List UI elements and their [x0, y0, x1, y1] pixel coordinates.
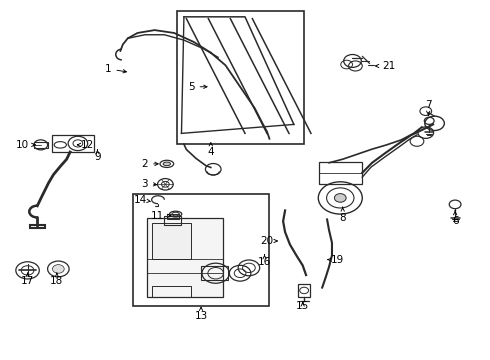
- Bar: [52, 135, 94, 152]
- Text: 16: 16: [258, 255, 271, 267]
- Bar: [147, 218, 223, 297]
- Text: 1: 1: [105, 64, 126, 74]
- Text: 14: 14: [133, 195, 150, 205]
- Bar: [319, 162, 362, 184]
- Bar: [133, 194, 270, 306]
- Text: 15: 15: [296, 301, 309, 311]
- Text: 10: 10: [16, 140, 35, 150]
- Bar: [201, 266, 228, 280]
- Bar: [34, 142, 48, 148]
- Text: 3: 3: [142, 179, 157, 189]
- Text: 13: 13: [195, 307, 208, 321]
- Text: 18: 18: [50, 273, 64, 286]
- Text: 11: 11: [150, 211, 171, 221]
- Ellipse shape: [163, 162, 171, 166]
- Bar: [152, 286, 191, 297]
- Text: 9: 9: [94, 150, 101, 162]
- Bar: [167, 214, 179, 220]
- Text: 12: 12: [77, 140, 94, 150]
- Text: 6: 6: [452, 211, 459, 226]
- Bar: [30, 225, 45, 228]
- Text: 20: 20: [260, 236, 277, 246]
- Bar: [164, 216, 181, 225]
- Bar: [298, 284, 311, 297]
- Text: 19: 19: [328, 255, 344, 265]
- Text: 17: 17: [21, 273, 34, 286]
- Bar: [176, 12, 304, 144]
- Circle shape: [52, 265, 64, 273]
- Text: 8: 8: [340, 207, 346, 222]
- Bar: [152, 223, 191, 259]
- Circle shape: [334, 194, 346, 202]
- Text: 4: 4: [207, 143, 214, 157]
- Text: 2: 2: [142, 159, 158, 169]
- Text: 7: 7: [425, 100, 432, 115]
- Text: 21: 21: [375, 61, 396, 71]
- Text: 5: 5: [188, 82, 207, 92]
